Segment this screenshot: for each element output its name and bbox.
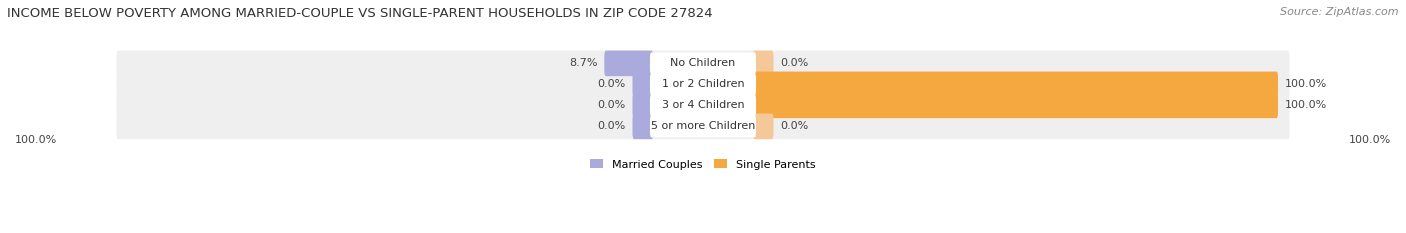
FancyBboxPatch shape	[117, 113, 1289, 139]
FancyBboxPatch shape	[752, 93, 1278, 118]
Text: 100.0%: 100.0%	[15, 135, 58, 145]
FancyBboxPatch shape	[605, 51, 654, 76]
Text: No Children: No Children	[671, 58, 735, 68]
FancyBboxPatch shape	[633, 93, 654, 118]
FancyBboxPatch shape	[650, 94, 756, 116]
Text: 0.0%: 0.0%	[780, 121, 808, 131]
Text: 100.0%: 100.0%	[1348, 135, 1391, 145]
Text: 100.0%: 100.0%	[1285, 79, 1327, 89]
Text: 0.0%: 0.0%	[598, 100, 626, 110]
Text: 3 or 4 Children: 3 or 4 Children	[662, 100, 744, 110]
FancyBboxPatch shape	[633, 72, 654, 97]
FancyBboxPatch shape	[650, 52, 756, 74]
FancyBboxPatch shape	[117, 93, 1289, 118]
FancyBboxPatch shape	[117, 51, 1289, 76]
Text: 8.7%: 8.7%	[569, 58, 598, 68]
Text: 1 or 2 Children: 1 or 2 Children	[662, 79, 744, 89]
FancyBboxPatch shape	[117, 72, 1289, 97]
Text: 0.0%: 0.0%	[598, 79, 626, 89]
FancyBboxPatch shape	[650, 115, 756, 137]
Text: 100.0%: 100.0%	[1285, 100, 1327, 110]
Text: INCOME BELOW POVERTY AMONG MARRIED-COUPLE VS SINGLE-PARENT HOUSEHOLDS IN ZIP COD: INCOME BELOW POVERTY AMONG MARRIED-COUPL…	[7, 7, 713, 20]
FancyBboxPatch shape	[752, 72, 1278, 97]
Text: 0.0%: 0.0%	[780, 58, 808, 68]
FancyBboxPatch shape	[633, 113, 654, 139]
FancyBboxPatch shape	[752, 51, 773, 76]
FancyBboxPatch shape	[752, 113, 773, 139]
Text: 5 or more Children: 5 or more Children	[651, 121, 755, 131]
FancyBboxPatch shape	[650, 73, 756, 95]
Text: 0.0%: 0.0%	[598, 121, 626, 131]
Legend: Married Couples, Single Parents: Married Couples, Single Parents	[591, 159, 815, 170]
Text: Source: ZipAtlas.com: Source: ZipAtlas.com	[1281, 7, 1399, 17]
